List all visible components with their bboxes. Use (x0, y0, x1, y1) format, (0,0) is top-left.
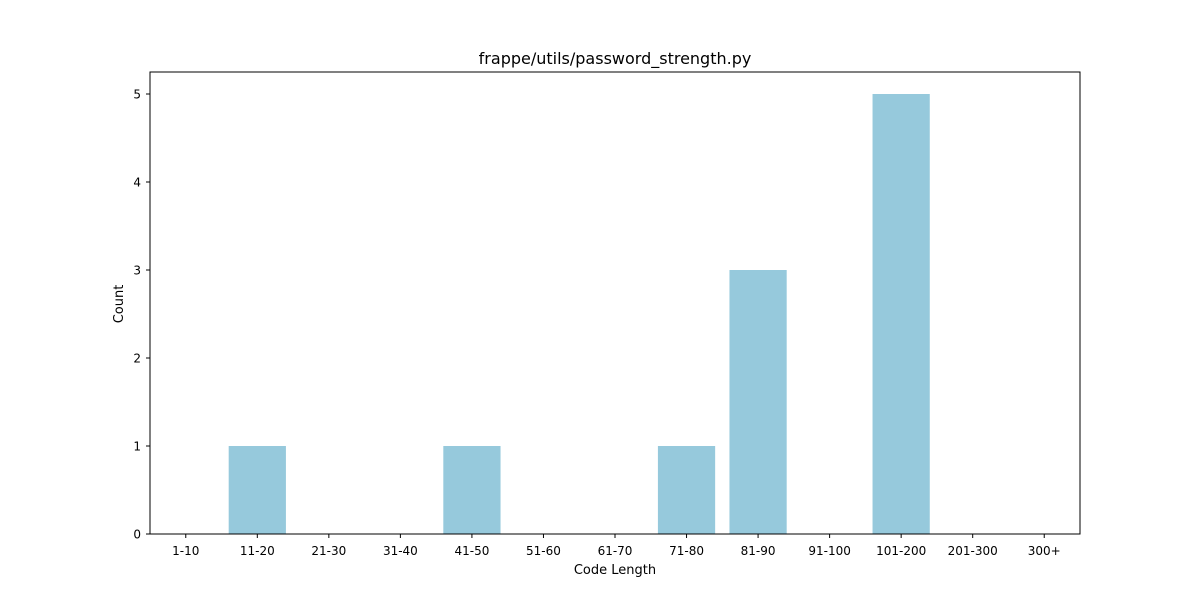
x-tick-label: 21-30 (311, 544, 346, 558)
y-tick-label: 0 (133, 528, 141, 542)
y-ticks-group: 0 1 2 3 4 5 (133, 88, 150, 542)
x-tick-label: 11-20 (240, 544, 275, 558)
x-tick-label: 101-200 (876, 544, 926, 558)
x-tick-label: 201-300 (948, 544, 998, 558)
x-tick-label: 71-80 (669, 544, 704, 558)
bar-11-20 (228, 446, 286, 534)
x-tick-label: 300+ (1028, 544, 1061, 558)
x-tick-label: 31-40 (383, 544, 418, 558)
x-tick-label: 51-60 (526, 544, 561, 558)
x-tick-label: 61-70 (598, 544, 633, 558)
x-tick-label: 1-10 (172, 544, 199, 558)
bar-41-50 (443, 446, 501, 534)
x-axis-label: Code Length (574, 563, 656, 578)
bars-group (228, 94, 930, 534)
x-tick-label: 41-50 (454, 544, 489, 558)
bar-71-80 (657, 446, 716, 534)
y-axis-label: Count (112, 285, 127, 324)
bar-81-90 (729, 270, 787, 534)
plot-frame (149, 71, 1081, 535)
y-tick-label: 1 (133, 440, 141, 454)
y-tick-label: 4 (133, 176, 141, 190)
y-tick-label: 3 (133, 264, 141, 278)
chart-title: frappe/utils/password_strength.py (479, 49, 752, 69)
y-tick-label: 5 (133, 88, 141, 102)
bar-101-200 (872, 94, 930, 534)
y-tick-label: 2 (133, 352, 141, 366)
x-tick-label: 81-90 (741, 544, 776, 558)
x-ticks-group: 1-10 11-20 21-30 31-40 41-50 51-60 61-70 71-80 8… (172, 534, 1061, 558)
x-tick-label: 91-100 (808, 544, 851, 558)
axes-group (149, 71, 1081, 535)
